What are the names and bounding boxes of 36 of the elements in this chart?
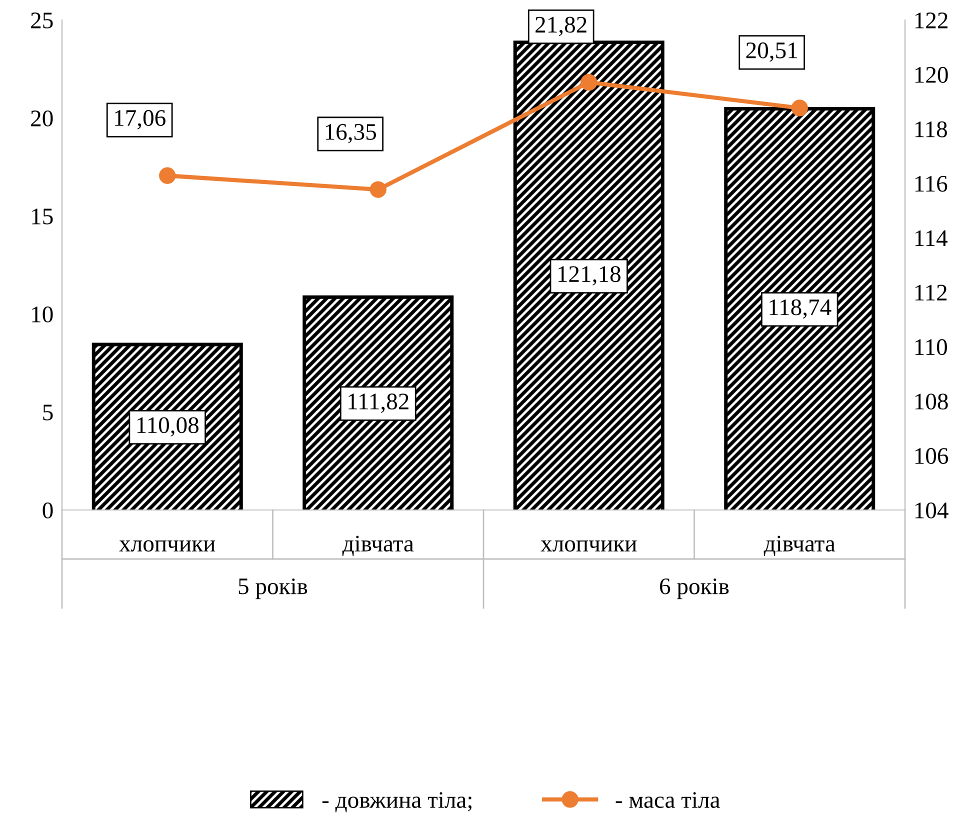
y-tick-label: 0 — [42, 502, 53, 518]
y2-tick-label: 120 — [915, 66, 948, 83]
x-tick-label: хлопчики — [540, 540, 637, 552]
y2-tick-label: 112 — [915, 284, 947, 300]
point — [159, 167, 176, 184]
x-tick-label: хлопчики — [119, 540, 216, 552]
y2-tick-label: 106 — [915, 448, 948, 464]
data-label: 118,74 — [770, 299, 832, 319]
data-label: 111,82 — [348, 394, 408, 413]
data-label: 20,51 — [746, 42, 797, 62]
y2-tick-label: 122 — [915, 12, 948, 28]
y-tick-label: 20 — [31, 110, 53, 126]
legend-label: - маса тіла — [616, 792, 720, 808]
data-label: 17,06 — [115, 110, 166, 130]
data-label: 110,08 — [137, 417, 198, 437]
y2-tick-label: 118 — [915, 121, 947, 138]
y2-tick-label: 114 — [915, 230, 948, 246]
data-label: 16,35 — [326, 124, 376, 144]
text: 6 років — [660, 578, 729, 600]
point — [580, 74, 598, 91]
x-tick-label: дівчата — [342, 536, 414, 556]
point — [791, 100, 808, 116]
x-tick-label: дівчата — [764, 536, 836, 556]
point — [370, 181, 386, 198]
y-tick-label: 15 — [32, 208, 53, 224]
data-label: 121,18 — [558, 266, 620, 286]
data-label: 21,82 — [536, 16, 586, 36]
y2-tick-label: 104 — [915, 502, 948, 518]
y-tick-label: 5 — [43, 404, 53, 420]
legend-label: - довжина тіла; — [322, 792, 472, 812]
y2-tick-label: 110 — [915, 339, 947, 356]
text: 5 років — [238, 578, 308, 600]
y2-tick-label: 108 — [915, 394, 948, 410]
y2-tick-label: 116 — [915, 176, 948, 192]
y-tick-label: 25 — [31, 12, 53, 28]
y-tick-label: 10 — [32, 306, 53, 322]
